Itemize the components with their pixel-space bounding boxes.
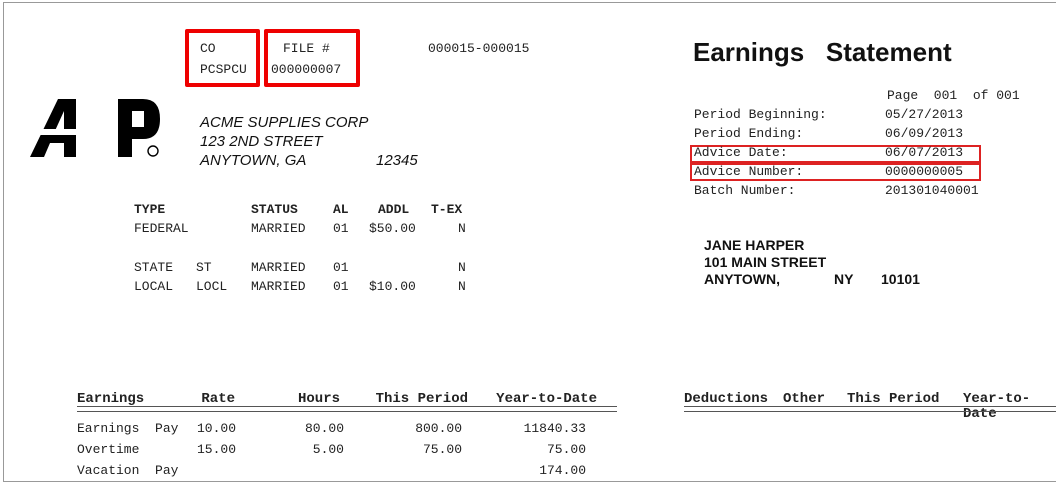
tax-header-addl: ADDL — [378, 202, 410, 217]
earnings-hours: 5.00 — [312, 442, 344, 457]
advice-number-highlight — [690, 163, 981, 181]
page-indicator: Page 001 of 001 — [887, 88, 1020, 103]
advice-number-label: Advice Number: — [694, 164, 804, 179]
advice-date-value: 06/07/2013 — [885, 145, 964, 160]
earnings-period: 800.00 — [415, 421, 462, 436]
tax-header-al: AL — [333, 202, 349, 217]
co-label: CO — [200, 41, 216, 56]
sequence-number: 000015-000015 — [428, 41, 530, 56]
tax-type: LOCAL — [134, 279, 174, 294]
earnings-desc: Earnings Pay — [77, 421, 179, 436]
tax-header-tex: T-EX — [431, 202, 463, 217]
company-zip: 12345 — [376, 152, 418, 169]
tax-al: 01 — [333, 221, 349, 236]
earnings-header-desc: Earnings — [77, 391, 145, 407]
employee-state: NY — [834, 271, 854, 287]
period-beginning-value: 05/27/2013 — [885, 107, 964, 122]
tax-al: 01 — [333, 260, 349, 275]
file-label: FILE # — [283, 41, 330, 56]
tax-code: ST — [196, 260, 212, 275]
earnings-rate: 10.00 — [196, 421, 236, 436]
earnings-rate: 15.00 — [196, 442, 236, 457]
co-highlight-box — [185, 29, 260, 87]
tax-status: MARRIED — [251, 279, 306, 294]
tax-tex: N — [458, 221, 466, 236]
period-ending-label: Period Ending: — [694, 126, 804, 141]
employee-name: JANE HARPER — [704, 237, 805, 253]
earnings-period: 75.00 — [422, 442, 462, 457]
adp-logo — [30, 99, 160, 157]
earnings-desc: Overtime — [77, 442, 140, 457]
tax-al: 01 — [333, 279, 349, 294]
earnings-ytd: 174.00 — [539, 463, 586, 478]
tax-code: LOCL — [196, 279, 228, 294]
tax-addl: $50.00 — [369, 221, 416, 236]
tax-type: STATE — [134, 260, 174, 275]
tax-addl: $10.00 — [369, 279, 416, 294]
tax-type: FEDERAL — [134, 221, 189, 236]
advice-date-highlight — [690, 145, 981, 163]
deductions-header-other: Other — [783, 391, 826, 407]
tax-header-status: STATUS — [251, 202, 298, 217]
earnings-ytd: 75.00 — [546, 442, 586, 457]
tax-tex: N — [458, 260, 466, 275]
deductions-header-period: This Period — [847, 391, 940, 407]
file-value: 000000007 — [271, 62, 342, 77]
deductions-header-ytd: Year-to-Date — [963, 392, 1031, 422]
deductions-header-desc: Deductions — [684, 391, 769, 407]
advice-date-label: Advice Date: — [694, 145, 788, 160]
tax-status: MARRIED — [251, 260, 306, 275]
company-name: ACME SUPPLIES CORP — [200, 114, 369, 131]
earnings-hours: 80.00 — [304, 421, 344, 436]
tax-header-type: TYPE — [134, 202, 166, 217]
employee-zip: 10101 — [881, 271, 920, 287]
earnings-desc: Vacation Pay — [77, 463, 179, 478]
company-city-state: ANYTOWN, GA — [200, 152, 307, 169]
file-highlight-box — [264, 29, 360, 87]
co-value: PCSPCU — [200, 62, 247, 77]
earnings-header-hours: Hours — [297, 391, 340, 407]
earnings-header-underline — [77, 406, 617, 412]
period-beginning-label: Period Beginning: — [694, 107, 827, 122]
tax-status: MARRIED — [251, 221, 306, 236]
deductions-header-underline — [684, 406, 1056, 412]
document-frame — [3, 2, 1056, 482]
employee-city: ANYTOWN, — [704, 271, 780, 287]
company-street: 123 2ND STREET — [200, 133, 323, 150]
employee-street: 101 MAIN STREET — [704, 254, 827, 270]
earnings-header-ytd: Year-to-Date — [496, 391, 597, 407]
advice-number-value: 0000000005 — [885, 164, 964, 179]
earnings-ytd: 11840.33 — [523, 421, 586, 436]
batch-number-label: Batch Number: — [694, 183, 796, 198]
earnings-header-period: This Period — [375, 391, 468, 407]
earnings-header-rate: Rate — [201, 391, 235, 407]
period-ending-value: 06/09/2013 — [885, 126, 964, 141]
statement-title: Earnings Statement — [693, 37, 952, 67]
tax-tex: N — [458, 279, 466, 294]
batch-number-value: 201301040001 — [885, 183, 979, 198]
